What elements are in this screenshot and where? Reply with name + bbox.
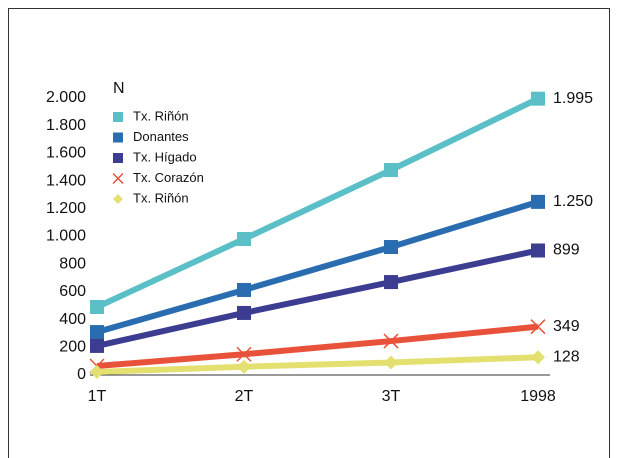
marker bbox=[531, 243, 545, 258]
marker bbox=[113, 132, 123, 143]
x-tick-label: 2T bbox=[235, 388, 254, 405]
marker bbox=[531, 91, 545, 106]
marker bbox=[237, 359, 251, 374]
marker bbox=[90, 364, 104, 379]
y-tick-label: 1.200 bbox=[46, 200, 86, 217]
series-line bbox=[96, 247, 539, 349]
y-tick-label: 1.800 bbox=[46, 117, 86, 134]
marker bbox=[237, 282, 251, 297]
series-line bbox=[95, 95, 540, 310]
series-line bbox=[96, 354, 539, 375]
marker bbox=[90, 325, 104, 340]
marker bbox=[384, 240, 398, 255]
x-tick-label: 3T bbox=[382, 388, 401, 405]
marker bbox=[236, 346, 252, 362]
marker bbox=[90, 338, 104, 353]
series-line bbox=[96, 199, 539, 335]
marker bbox=[113, 194, 123, 204]
value-label: 349 bbox=[553, 318, 580, 335]
marker bbox=[531, 350, 545, 365]
y-tick-label: 800 bbox=[59, 255, 86, 272]
marker bbox=[113, 112, 123, 122]
y-tick-label: 1.600 bbox=[46, 145, 86, 162]
marker bbox=[384, 275, 398, 290]
frame bbox=[8, 8, 610, 458]
marker bbox=[384, 355, 398, 370]
legend-label: Tx. Hígado bbox=[133, 149, 197, 164]
legend-label: Donantes bbox=[133, 129, 189, 144]
marker bbox=[90, 299, 104, 314]
y-tick-label: 400 bbox=[59, 311, 86, 328]
value-label: 1.995 bbox=[553, 90, 593, 107]
marker bbox=[384, 163, 398, 178]
y-tick-label: 0 bbox=[77, 366, 86, 383]
y-tick-label: 2.000 bbox=[46, 89, 86, 106]
marker bbox=[531, 194, 545, 209]
marker bbox=[383, 333, 399, 349]
x-tick-label: 1998 bbox=[520, 388, 556, 405]
value-label: 899 bbox=[553, 242, 580, 259]
legend-label: Tx. Riñón bbox=[133, 190, 189, 205]
y-tick-label: 200 bbox=[59, 339, 86, 356]
y-tick-label: 600 bbox=[59, 283, 86, 300]
y-axis-label: N bbox=[113, 80, 125, 97]
legend-label: Tx. Riñón bbox=[133, 108, 189, 123]
series-line bbox=[96, 323, 539, 369]
y-tick-label: 1.400 bbox=[46, 172, 86, 189]
marker bbox=[237, 231, 251, 246]
marker bbox=[530, 319, 546, 335]
marker bbox=[112, 172, 124, 185]
value-label: 1.250 bbox=[553, 193, 593, 210]
marker bbox=[113, 153, 123, 163]
x-tick-label: 1T bbox=[88, 388, 107, 405]
marker bbox=[237, 305, 251, 320]
value-label: 128 bbox=[553, 348, 580, 365]
legend-label: Tx. Corazón bbox=[133, 170, 204, 185]
y-tick-label: 1.000 bbox=[46, 228, 86, 245]
